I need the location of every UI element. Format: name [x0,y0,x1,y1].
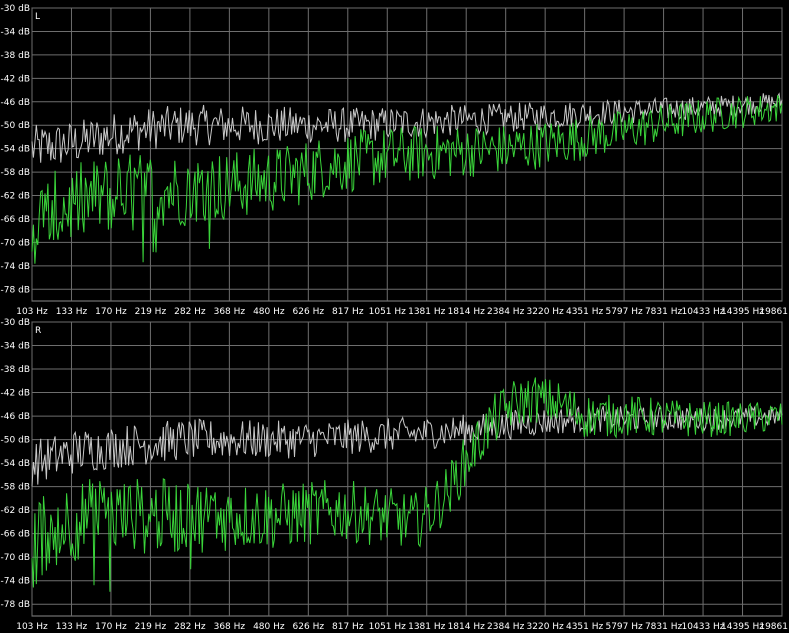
y-tick-label: -78 dB [1,600,30,610]
x-tick-label: 14395 Hz [721,622,764,632]
x-tick-label: 3220 Hz [527,307,565,317]
series-trace-gray [31,92,783,163]
y-tick-label: -74 dB [1,262,30,272]
x-tick-label: 219 Hz [135,307,167,317]
y-tick-label: -34 dB [1,27,30,37]
x-tick-label: 368 Hz [214,622,246,632]
x-tick-label: 282 Hz [174,307,206,317]
x-tick-label: 5797 Hz [605,622,643,632]
series-trace-green [31,377,783,592]
x-tick-label: 10433 Hz [682,622,725,632]
series-trace-gray [31,405,783,487]
x-tick-label: 103 Hz [16,622,48,632]
y-tick-label: -42 dB [1,74,30,84]
x-tick-label: 817 Hz [332,622,364,632]
x-tick-label: 7831 Hz [645,307,683,317]
y-tick-label: -38 dB [1,51,30,61]
y-tick-label: -50 dB [1,436,30,446]
x-tick-label: 4351 Hz [566,307,604,317]
y-tick-label: -58 dB [1,168,30,178]
y-tick-label: -62 dB [1,192,30,202]
x-tick-label: 1814 Hz [448,307,486,317]
x-tick-label: 10433 Hz [682,307,725,317]
y-tick-label: -66 dB [1,215,30,225]
x-tick-label: 626 Hz [293,307,325,317]
x-tick-label: 368 Hz [214,307,246,317]
y-tick-label: -42 dB [1,389,30,399]
panel-R: -30 dB -34 dB -38 dB -42 dB -46 dB -50 dB -54 … [1,318,788,632]
x-tick-label: 1381 Hz [408,622,446,632]
y-tick-label: -30 dB [1,318,30,328]
x-tick-label: 170 Hz [95,307,127,317]
x-tick-label: 1051 Hz [369,307,407,317]
plot-area [31,7,783,302]
x-tick-label: 480 Hz [253,307,285,317]
y-tick-label: -38 dB [1,365,30,375]
y-tick-label: -70 dB [1,553,30,563]
x-tick-label: 133 Hz [56,307,88,317]
y-tick-label: -54 dB [1,459,30,469]
x-tick-label: 282 Hz [174,622,206,632]
x-tick-label: 5797 Hz [605,307,643,317]
plot-area [31,321,783,617]
x-tick-label: 4351 Hz [566,622,604,632]
y-tick-label: -46 dB [1,412,30,422]
y-tick-label: -78 dB [1,285,30,295]
x-tick-label: 1381 Hz [408,307,446,317]
y-tick-label: -66 dB [1,530,30,540]
x-tick-label: 1051 Hz [369,622,407,632]
y-tick-label: -54 dB [1,145,30,155]
x-tick-label: 626 Hz [293,622,325,632]
y-tick-label: -46 dB [1,98,30,108]
channel-label: R [35,326,41,336]
y-tick-label: -70 dB [1,238,30,248]
x-tick-label: 1814 Hz [448,622,486,632]
x-tick-label: 219 Hz [135,622,167,632]
x-tick-label: 170 Hz [95,622,127,632]
x-tick-label: 2384 Hz [487,307,525,317]
y-tick-label: -62 dB [1,506,30,516]
x-tick-label: 7831 Hz [645,622,683,632]
y-tick-label: -58 dB [1,483,30,493]
y-tick-label: -74 dB [1,577,30,587]
x-tick-label: 133 Hz [56,622,88,632]
series-trace-green [31,95,783,264]
panel-L: -30 dB -34 dB -38 dB -42 dB -46 dB -50 dB -54 … [1,4,788,317]
channel-label: L [35,12,40,22]
x-tick-label: 103 Hz [16,307,48,317]
x-tick-label: 480 Hz [253,622,285,632]
x-tick-label: 2384 Hz [487,622,525,632]
x-tick-label: 14395 Hz [721,307,764,317]
x-tick-label: 3220 Hz [527,622,565,632]
y-tick-label: -34 dB [1,342,30,352]
x-tick-label: 19861 [759,622,788,632]
x-tick-label: 19861 [759,307,788,317]
x-tick-label: 817 Hz [332,307,364,317]
y-tick-label: -50 dB [1,121,30,131]
y-tick-label: -30 dB [1,4,30,14]
